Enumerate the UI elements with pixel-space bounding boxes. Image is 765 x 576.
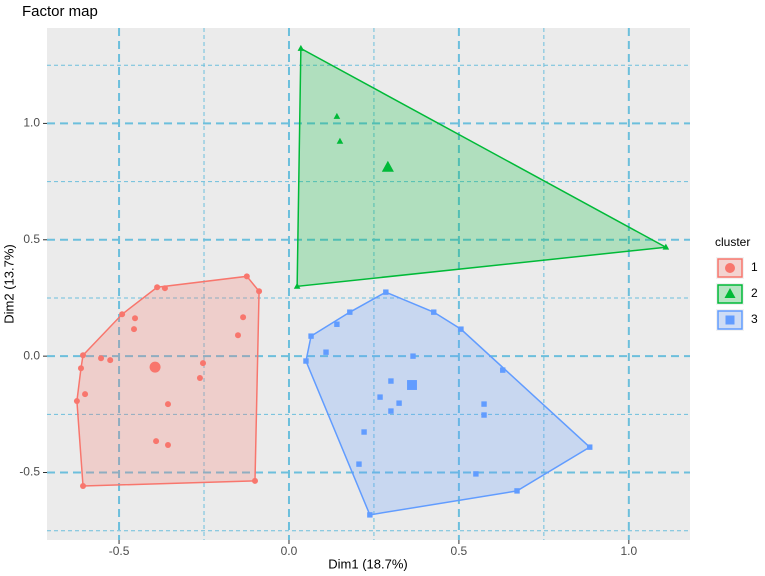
point	[234, 332, 241, 339]
point	[164, 442, 171, 449]
point	[196, 375, 203, 382]
point	[308, 333, 314, 339]
point	[587, 444, 593, 450]
point	[243, 273, 250, 280]
point	[303, 358, 309, 364]
point	[297, 44, 305, 51]
centroid	[381, 160, 394, 172]
centroid	[407, 380, 417, 390]
y-tick-label: 0.5	[23, 232, 40, 246]
point	[388, 408, 394, 414]
point	[240, 314, 247, 321]
centroid	[149, 361, 161, 373]
point	[161, 285, 168, 292]
chart-title: Factor map	[22, 3, 98, 20]
cluster-hull	[76, 275, 260, 487]
x-tick-label: 1.0	[620, 544, 637, 558]
point	[396, 400, 402, 406]
point	[431, 309, 437, 315]
point	[80, 483, 87, 490]
point	[383, 289, 389, 295]
point	[410, 353, 416, 359]
legend-label: 1	[751, 260, 758, 274]
point	[347, 309, 353, 315]
legend-label: 2	[751, 286, 758, 300]
point	[361, 429, 367, 435]
point	[388, 378, 394, 384]
x-tick-label: 0.5	[451, 544, 468, 558]
point	[73, 398, 80, 405]
point	[481, 401, 487, 407]
legend-label: 3	[751, 312, 758, 326]
x-axis-title: Dim1 (18.7%)	[328, 556, 407, 571]
legend-marker	[725, 263, 735, 273]
point	[80, 352, 87, 359]
point	[481, 412, 487, 418]
point	[293, 282, 301, 289]
cluster-hull	[296, 47, 669, 288]
point	[107, 357, 114, 364]
point	[333, 112, 341, 119]
point	[514, 488, 520, 494]
point	[119, 311, 126, 318]
x-tick-label: -0.5	[109, 544, 130, 558]
point	[132, 315, 139, 322]
point	[153, 438, 160, 445]
y-tick-label: 0.0	[23, 348, 40, 362]
point	[323, 349, 329, 355]
point	[377, 394, 383, 400]
point	[256, 288, 263, 295]
legend-title: cluster	[715, 235, 750, 249]
y-tick-label: -0.5	[19, 465, 40, 479]
point	[164, 401, 171, 408]
cluster-hull	[305, 291, 591, 516]
point	[662, 243, 670, 250]
point	[458, 326, 464, 332]
point	[473, 471, 479, 477]
point	[77, 365, 84, 372]
point	[154, 284, 161, 291]
legend-marker	[725, 315, 735, 325]
point	[98, 355, 105, 362]
y-tick-label: 1.0	[23, 116, 40, 130]
point	[334, 321, 340, 327]
y-axis-title: Dim2 (13.7%)	[1, 244, 16, 323]
point	[82, 391, 89, 398]
x-tick-label: 0.0	[281, 544, 298, 558]
point	[500, 367, 506, 373]
point	[336, 137, 344, 144]
point	[356, 461, 362, 467]
point	[199, 360, 206, 367]
point	[251, 477, 258, 484]
point	[131, 326, 138, 333]
plot-panel	[47, 28, 690, 540]
point	[367, 512, 373, 518]
legend-marker	[724, 288, 736, 298]
